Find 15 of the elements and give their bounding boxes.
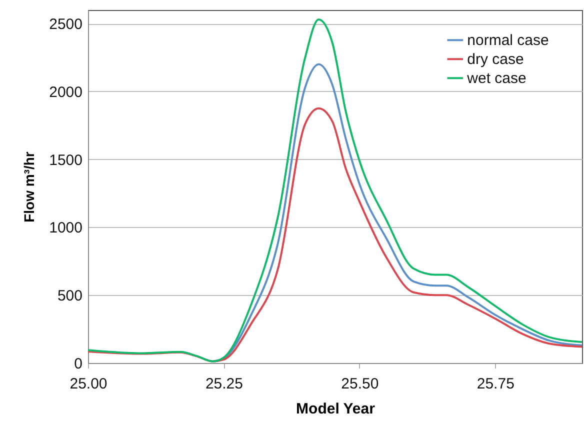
y-tick-label: 1000 bbox=[49, 220, 82, 237]
y-axis-title: Flow m³/hr bbox=[21, 151, 38, 222]
x-axis-title: Model Year bbox=[296, 400, 376, 418]
legend-label: dry case bbox=[467, 51, 524, 68]
y-tick-label: 2500 bbox=[49, 16, 82, 34]
legend-label: normal case bbox=[467, 32, 549, 50]
y-tick-label: 0 bbox=[74, 356, 82, 372]
x-tick-label: 25.25 bbox=[205, 376, 243, 392]
y-tick-label: 500 bbox=[57, 288, 82, 305]
y-tick-label: 1500 bbox=[49, 152, 82, 169]
x-tick-label: 25.00 bbox=[70, 376, 108, 392]
y-tick-label: 2000 bbox=[49, 84, 82, 101]
x-tick-label: 25.50 bbox=[341, 376, 379, 392]
legend-label: wet case bbox=[466, 70, 526, 88]
x-tick-label: 25.75 bbox=[476, 376, 514, 392]
